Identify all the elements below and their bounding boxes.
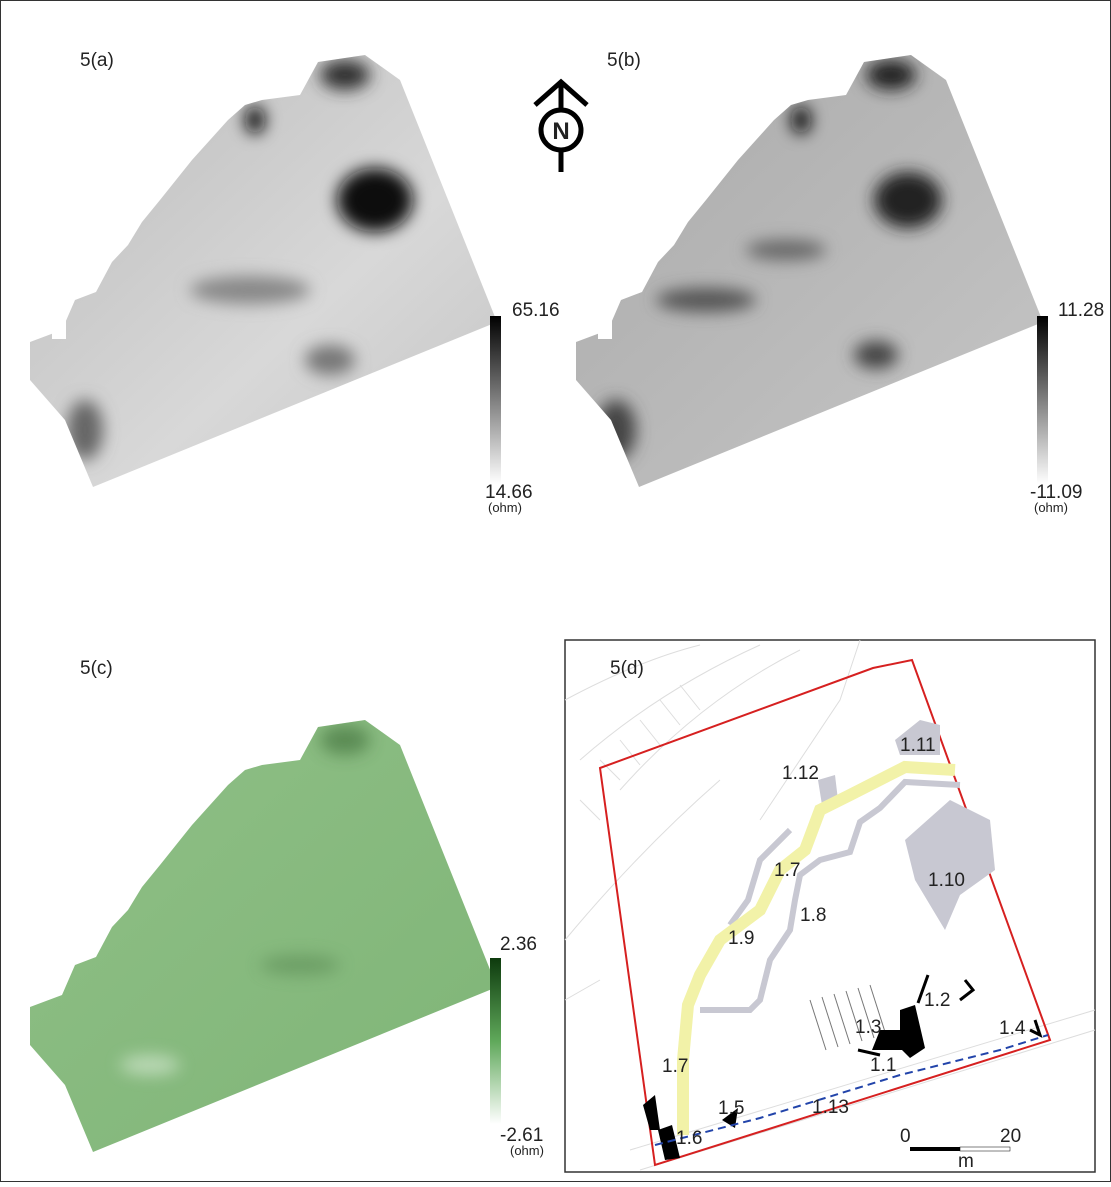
colorbar-unit: (ohm)	[1034, 500, 1068, 515]
scale-unit: m	[958, 1151, 974, 1172]
feature-label: 1.11	[900, 735, 936, 756]
feature-label: 1.5	[718, 1098, 744, 1119]
panel-label: 5(d)	[610, 658, 644, 679]
feature-label: 1.10	[928, 870, 965, 891]
colorbar	[490, 958, 501, 1124]
colorbar-max: 2.36	[500, 934, 537, 955]
feature-label: 1.7	[662, 1056, 688, 1077]
panel-label: 5(a)	[80, 50, 114, 71]
feature-label: 1.2	[924, 990, 950, 1011]
feature-label: 1.7	[774, 860, 800, 881]
colorbar	[1037, 316, 1048, 484]
panel-label: 5(c)	[80, 658, 113, 679]
colorbar-unit: (ohm)	[510, 1143, 544, 1158]
colorbar-unit: (ohm)	[488, 500, 522, 515]
feature-label: 1.4	[999, 1018, 1026, 1039]
colorbar-max: 65.16	[512, 300, 560, 321]
feature-label: 1.1	[870, 1055, 896, 1076]
feature-label: 1.13	[812, 1097, 849, 1118]
panel-label: 5(b)	[607, 50, 641, 71]
figure: 5(a) 65.16 14.66 (ohm) 5(b) 11.28 -11.09…	[0, 0, 1111, 1182]
feature-label: 1.8	[800, 905, 826, 926]
scale-end: 20	[1000, 1126, 1021, 1147]
scale-start: 0	[900, 1126, 911, 1147]
feature-label: 1.12	[782, 763, 819, 784]
north-label: N	[552, 118, 569, 145]
colorbar-max: 11.28	[1058, 300, 1104, 321]
colorbar	[490, 316, 501, 484]
feature-label: 1.9	[728, 928, 754, 949]
feature-label: 1.6	[676, 1128, 702, 1149]
feature-label: 1.3	[855, 1017, 881, 1038]
map-d	[565, 640, 1095, 1172]
